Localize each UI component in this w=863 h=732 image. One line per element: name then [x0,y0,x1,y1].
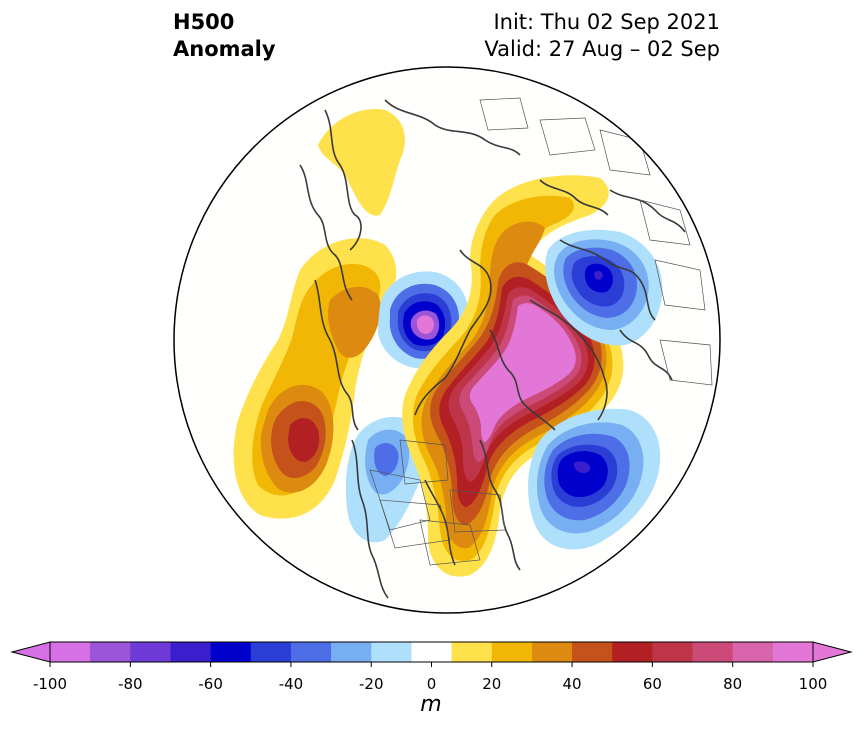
colorbar-frame [49,641,814,663]
colorbar-cell [692,642,734,662]
colorbar-cell [210,642,252,662]
title-left: H500 Anomaly [173,9,276,63]
colorbar-tick-label: -80 [118,675,143,693]
positive-anomaly-west [233,238,397,519]
colorbar-tick-label: 60 [643,675,662,693]
colorbar-tick-label: 0 [427,675,437,693]
colorbar-tick-label: -60 [198,675,223,693]
title-right: Init: Thu 02 Sep 2021 Valid: 27 Aug – 02… [484,9,720,63]
map-boundary [173,66,721,614]
colorbar-cell [290,642,332,662]
colorbar-cell [732,642,774,662]
colorbar-tick-label: -20 [359,675,384,693]
title-field: H500 [173,10,235,34]
positive-anomaly-siberia [318,109,405,216]
polar-map [173,66,721,614]
colorbar-cell [491,642,533,662]
colorbar-extend-high [812,641,853,663]
colorbar-extend-low [10,641,51,663]
colorbar-tick-label: 80 [723,675,742,693]
colorbar-cell [451,642,493,662]
negative-anomaly-atlantic [528,408,661,550]
colorbar-cell [130,642,171,662]
colorbar-cell [331,642,372,662]
title-type: Anomaly [173,37,276,61]
colorbar-cell [572,642,613,662]
anomaly-field [174,67,720,613]
colorbar-tick-label: -40 [279,675,304,693]
colorbar-cell [50,642,91,662]
colorbar-cell [411,642,453,662]
valid-period: Valid: 27 Aug – 02 Sep [484,37,720,61]
colorbar-tick-label: 20 [482,675,501,693]
colorbar-cell [531,642,573,662]
negative-anomaly-europe [545,229,663,346]
colorbar-cell [652,642,694,662]
colorbar-cell [90,642,131,662]
colorbar-cell [371,642,412,662]
colorbar-units: m [420,692,442,717]
init-time: Init: Thu 02 Sep 2021 [493,10,720,34]
borders [369,97,713,566]
colorbar-tick-label: 100 [799,675,828,693]
colorbar-tick-label: 40 [563,675,582,693]
colorbar-cell [250,642,292,662]
colorbar-cell [170,642,212,662]
colorbar-cell [612,642,653,662]
colorbar-cell [772,642,814,662]
colorbar-tick-label: -100 [33,675,67,693]
